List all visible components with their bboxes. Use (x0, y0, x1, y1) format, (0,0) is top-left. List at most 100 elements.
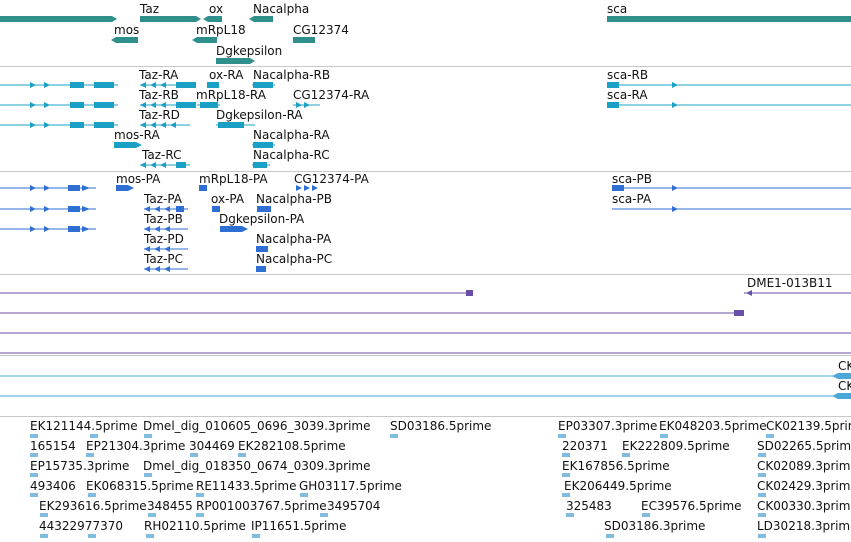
gene-label[interactable]: mRpL18 (196, 23, 246, 37)
gene-glyph (203, 16, 208, 22)
protein-label[interactable]: Taz-PC (144, 252, 183, 266)
transcript-label[interactable]: CG12374-RA (293, 88, 370, 102)
gene-track: Taz ox Nacalpha sca mos mRpL18 CG12374 D… (0, 0, 851, 66)
est-read-label[interactable]: CK02139.5prime (766, 419, 851, 433)
protein-label[interactable]: CG12374-PA (294, 172, 369, 186)
gene-glyph (197, 37, 217, 43)
protein-label[interactable]: sca-PB (612, 172, 653, 186)
protein-track: mos-PA mRpL18-PA CG12374-PA sca-PB Taz-P… (0, 172, 851, 274)
gene-label[interactable]: Taz (140, 2, 159, 16)
transcript-label[interactable]: Taz-RA (139, 68, 179, 82)
gene-label[interactable]: Dgkepsilon (216, 44, 283, 58)
est-pair-track: CK CK (0, 356, 851, 416)
est-read-label[interactable]: CK02089.3prime (757, 459, 851, 473)
protein-label[interactable]: Taz-PD (144, 232, 184, 246)
est-read-label[interactable]: EK282108.5prime (238, 439, 346, 453)
protein-label[interactable]: ox-PA (211, 192, 245, 206)
track-separator (0, 355, 851, 356)
est-read-label[interactable]: CK00330.3prime (757, 499, 851, 513)
gene-label[interactable]: Nacalpha (253, 2, 310, 16)
est-read-label[interactable]: 165154 (30, 439, 76, 453)
est-read-track: EK121144.5prime Dmel_dig_010605_0696_303… (0, 417, 851, 542)
gene-label[interactable]: mos (114, 23, 140, 37)
track-separator (0, 416, 851, 417)
est-read-features[interactable] (0, 417, 851, 542)
est-read-label[interactable]: 325483 (566, 499, 612, 513)
est-read-label[interactable]: 493406 (30, 479, 76, 493)
transcript-label[interactable]: sca-RA (607, 88, 648, 102)
transcript-label[interactable]: ox-RA (209, 68, 244, 82)
protein-label[interactable]: Nacalpha-PB (256, 192, 332, 206)
gene-glyph (293, 37, 315, 43)
protein-label[interactable]: Taz-PB (144, 212, 183, 226)
est-read-label[interactable]: GH03117.5prime (299, 479, 402, 493)
transcript-label[interactable]: mos-RA (114, 128, 160, 142)
gene-label[interactable]: CG12374 (293, 23, 349, 37)
transcript-label[interactable]: Taz-RC (142, 148, 182, 162)
est-read-label[interactable]: SD02265.5prime (757, 439, 851, 453)
est-read-label[interactable]: Dmel_dig_018350_0674_0309.3prime (143, 459, 371, 473)
est-pair-features[interactable] (0, 356, 851, 416)
cdna-features[interactable] (0, 275, 851, 355)
est-read-label[interactable]: 220371 (562, 439, 608, 453)
protein-label[interactable]: Nacalpha-PC (256, 252, 333, 266)
est-read-label[interactable]: EK121144.5prime (30, 419, 138, 433)
est-read-label[interactable]: IP11651.5prime (251, 519, 347, 533)
est-read-label[interactable]: EK167856.5prime (562, 459, 670, 473)
est-read-label[interactable]: 3495704 (327, 499, 381, 513)
est-read-label[interactable]: EP03307.3prime (558, 419, 658, 433)
cdna-track: DME1-013B11 (0, 275, 851, 355)
gene-label[interactable]: ox (209, 2, 224, 16)
transcript-label[interactable]: mRpL18-RA (196, 88, 266, 102)
gene-glyph (208, 16, 222, 22)
est-read-label[interactable]: EK068315.5prime (86, 479, 194, 493)
transcript-label[interactable]: Dgkepsilon-RA (216, 108, 303, 122)
est-read-label[interactable]: 348455 (147, 499, 193, 513)
gene-glyphs[interactable] (0, 16, 851, 64)
track-separator (0, 274, 851, 275)
est-read-label[interactable]: EP21304.3prime (86, 439, 186, 453)
est-read-label[interactable]: EP15735.3prime (30, 459, 130, 473)
protein-label[interactable]: Nacalpha-PA (256, 232, 332, 246)
est-read-label[interactable]: EK222809.5prime (622, 439, 730, 453)
gene-label[interactable]: sca (607, 2, 628, 16)
gene-glyph (116, 37, 138, 43)
gene-glyph (192, 37, 197, 43)
cdna-label[interactable]: DME1-013B11 (747, 276, 833, 290)
transcript-label[interactable]: sca-RB (607, 68, 649, 82)
est-read-label[interactable]: RH02110.5prime (144, 519, 246, 533)
gene-glyph (216, 58, 250, 64)
est-read-label[interactable]: EK293616.5prime (39, 499, 147, 513)
protein-label[interactable]: Taz-PA (144, 192, 183, 206)
protein-label[interactable]: sca-PA (612, 192, 652, 206)
est-read-label[interactable]: EC39576.5prime (641, 499, 742, 513)
transcript-label[interactable]: Nacalpha-RC (253, 148, 330, 162)
gene-features (0, 16, 851, 64)
gene-glyph (607, 16, 851, 22)
est-pair-label[interactable]: CK (838, 359, 851, 373)
est-read-label[interactable]: CK02429.3prime (757, 479, 851, 493)
transcript-label[interactable]: Taz-RB (139, 88, 179, 102)
transcript-label[interactable]: Nacalpha-RB (253, 68, 331, 82)
est-read-label[interactable]: 44322977370 (39, 519, 123, 533)
est-read-label[interactable]: SD03186.5prime (390, 419, 492, 433)
track-separator (0, 171, 851, 172)
est-read-label[interactable]: RE11433.5prime (196, 479, 297, 493)
protein-features[interactable] (0, 172, 851, 274)
transcript-label[interactable]: Taz-RD (139, 108, 180, 122)
est-read-label[interactable]: LD30218.3prime (757, 519, 851, 533)
protein-label[interactable]: Dgkepsilon-PA (219, 212, 305, 226)
transcript-label[interactable]: Nacalpha-RA (253, 128, 330, 142)
est-read-label[interactable]: RP001003767.5prime (196, 499, 327, 513)
track-separator (0, 66, 851, 67)
est-pair-label[interactable]: CK (838, 379, 851, 393)
est-read-label[interactable]: EK206449.5prime (564, 479, 672, 493)
transcript-features[interactable] (0, 67, 851, 171)
est-read-label[interactable]: SD03186.3prime (604, 519, 706, 533)
est-read-label[interactable]: EK048203.5prime (659, 419, 767, 433)
gene-glyph (140, 16, 196, 22)
protein-label[interactable]: mos-PA (116, 172, 161, 186)
protein-label[interactable]: mRpL18-PA (199, 172, 268, 186)
est-read-label[interactable]: Dmel_dig_010605_0696_3039.3prime (143, 419, 371, 433)
est-read-label[interactable]: 304469 (189, 439, 235, 453)
